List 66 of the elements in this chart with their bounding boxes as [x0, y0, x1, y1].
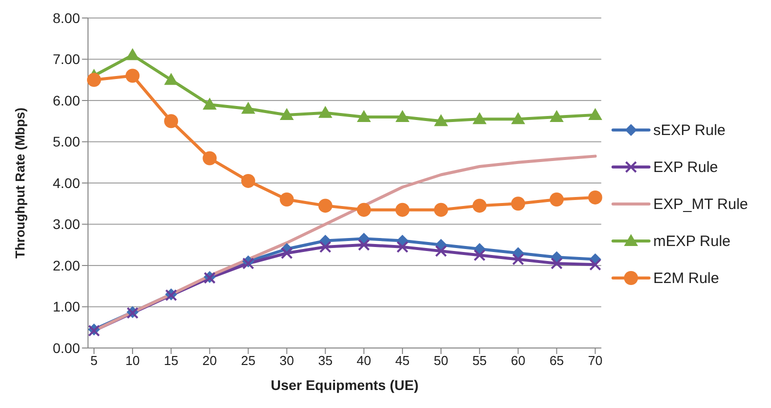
- point: [356, 110, 371, 122]
- point: [126, 68, 140, 83]
- x-tick-label: 35: [318, 353, 333, 368]
- point: [512, 253, 524, 266]
- y-tick-label: 8.00: [52, 10, 80, 26]
- x-tick-label: 40: [356, 353, 372, 368]
- x-tick-label: 25: [240, 353, 256, 368]
- y-tick-label: 3.00: [52, 216, 80, 232]
- x-tick-label: 50: [434, 353, 448, 368]
- point: [472, 198, 487, 213]
- y-axis-title: Throughput Rate (Mbps): [12, 108, 28, 258]
- point: [472, 112, 487, 124]
- point: [126, 48, 140, 60]
- point: [588, 190, 602, 204]
- point: [202, 151, 217, 166]
- point: [434, 202, 448, 217]
- y-tick-label: 5.00: [52, 134, 80, 150]
- point: [318, 106, 332, 118]
- point: [319, 240, 332, 253]
- legend-label: EXP_MT Rule: [653, 196, 748, 212]
- point: [395, 110, 410, 122]
- x-tick-label: 10: [125, 353, 140, 368]
- point: [358, 238, 370, 251]
- x-tick-label: 60: [510, 353, 526, 368]
- point: [164, 72, 178, 85]
- y-tick-label: 1.00: [52, 298, 80, 315]
- point: [280, 192, 294, 206]
- x-tick-label: 15: [164, 353, 178, 368]
- point: [241, 174, 256, 188]
- point: [588, 108, 602, 120]
- legend-label: mEXP Rule: [653, 232, 730, 250]
- point: [589, 258, 602, 271]
- y-tick-label: 4.00: [52, 174, 80, 191]
- point: [550, 110, 564, 122]
- point: [280, 108, 294, 120]
- legend-label: E2M Rule: [653, 270, 720, 286]
- y-tick-label: 2.00: [52, 257, 80, 274]
- x-tick-label: 45: [395, 353, 410, 368]
- point: [435, 245, 448, 258]
- legend-label: sEXP Rule: [653, 122, 726, 138]
- point: [241, 102, 256, 114]
- point: [318, 198, 332, 213]
- point: [550, 192, 564, 206]
- x-tick-label: 55: [472, 353, 487, 368]
- y-tick-label: 6.00: [52, 92, 80, 108]
- x-tick-label: 5: [90, 353, 98, 368]
- x-tick-label: 70: [588, 353, 602, 368]
- point: [434, 114, 448, 126]
- point: [511, 112, 526, 124]
- point: [356, 202, 371, 217]
- point: [550, 257, 563, 270]
- point: [395, 202, 410, 217]
- point: [396, 240, 408, 253]
- legend-label: EXP Rule: [653, 158, 718, 176]
- point: [87, 72, 101, 87]
- point: [202, 98, 217, 110]
- x-tick-label: 20: [202, 353, 217, 368]
- y-tick-label: 0.00: [52, 340, 80, 356]
- point: [164, 114, 178, 128]
- point: [511, 196, 526, 211]
- point: [280, 247, 293, 260]
- x-axis-title: User Equipments (UE): [270, 377, 419, 393]
- y-tick-label: 7.00: [52, 51, 80, 68]
- x-tick-label: 30: [280, 353, 294, 368]
- x-tick-label: 65: [549, 353, 564, 368]
- point: [474, 249, 486, 262]
